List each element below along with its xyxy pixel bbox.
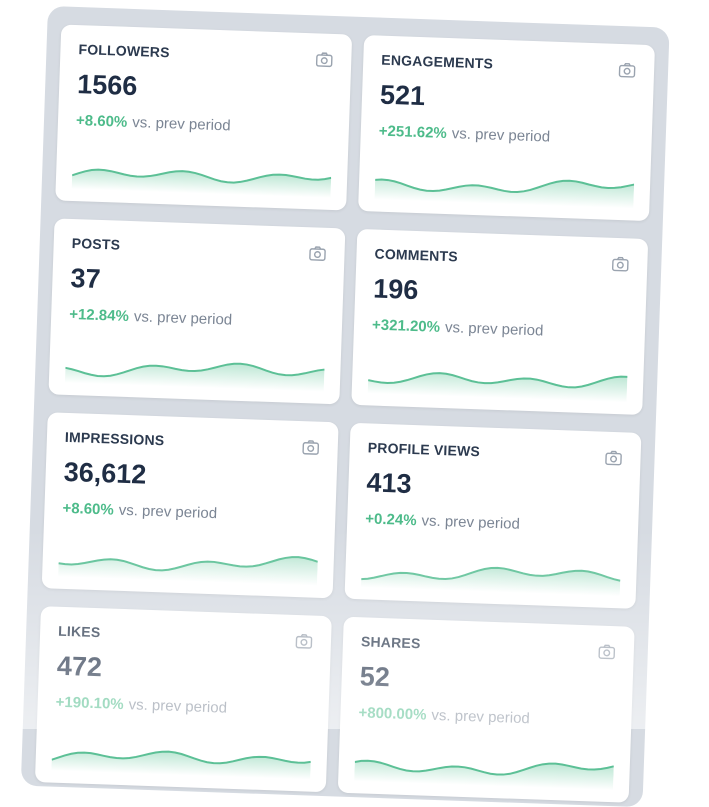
change-percent: +0.24% xyxy=(365,510,417,529)
metric-card: PROFILE VIEWS 413 +0.24%vs. prev period xyxy=(344,423,641,609)
metric-card: ENGAGEMENTS 521 +251.62%vs. prev period xyxy=(358,35,655,221)
change-row: +190.10%vs. prev period xyxy=(55,694,310,720)
change-row: +12.84% vs. prev period xyxy=(69,306,324,332)
metric-value: 36,612 xyxy=(63,457,319,497)
sparkline xyxy=(65,349,325,392)
metric-value: 413 xyxy=(366,467,622,507)
camera-icon[interactable] xyxy=(604,450,623,472)
change-percent: +12.84% xyxy=(69,306,129,325)
metric-card: SHARES 52 +800.00%vs. prev period xyxy=(338,617,635,803)
sparkline xyxy=(51,737,311,780)
metric-value: 521 xyxy=(380,80,636,120)
change-row: +251.62%vs. prev period xyxy=(379,123,634,149)
metric-value: 196 xyxy=(373,274,629,314)
sparkline xyxy=(374,166,634,209)
camera-icon[interactable] xyxy=(597,644,616,666)
camera-icon[interactable] xyxy=(611,256,630,278)
change-note: vs. prev period xyxy=(451,125,550,145)
camera-icon[interactable] xyxy=(315,51,334,73)
change-row: +800.00%vs. prev period xyxy=(358,704,613,730)
change-percent: +8.60% xyxy=(76,112,128,131)
change-percent: +800.00% xyxy=(358,704,427,723)
metric-label: POSTS xyxy=(71,235,326,260)
camera-icon[interactable] xyxy=(618,62,637,84)
metric-label: IMPRESSIONS xyxy=(65,429,320,454)
metric-label: SHARES xyxy=(361,633,616,658)
metric-label: LIKES xyxy=(58,623,313,648)
change-note: vs. prev period xyxy=(431,707,530,727)
metric-label: COMMENTS xyxy=(374,246,629,271)
change-row: +321.20%vs. prev period xyxy=(372,317,627,343)
sparkline xyxy=(72,155,332,198)
metric-label: PROFILE VIEWS xyxy=(368,439,623,464)
metric-label: ENGAGEMENTS xyxy=(381,52,636,77)
sparkline xyxy=(58,543,318,586)
metric-value: 1566 xyxy=(77,69,333,109)
metric-card: POSTS 37 +12.84% vs. prev period xyxy=(48,218,345,404)
change-note: vs. prev period xyxy=(128,696,227,716)
metric-label: FOLLOWERS xyxy=(78,41,333,66)
metric-card: IMPRESSIONS 36,612 +8.60%vs. prev period xyxy=(42,412,339,598)
metric-value: 472 xyxy=(56,651,312,691)
change-note: vs. prev period xyxy=(445,319,544,339)
change-note: vs. prev period xyxy=(421,512,520,532)
change-row: +8.60%vs. prev period xyxy=(76,112,331,138)
change-percent: +190.10% xyxy=(55,694,124,713)
camera-icon[interactable] xyxy=(295,633,314,655)
change-row: +8.60%vs. prev period xyxy=(62,500,317,526)
metric-value: 37 xyxy=(70,263,326,303)
camera-icon[interactable] xyxy=(301,439,320,461)
change-percent: +251.62% xyxy=(379,123,448,142)
sparkline xyxy=(368,359,628,402)
metric-card: COMMENTS 196 +321.20%vs. prev period xyxy=(351,229,648,415)
change-row: +0.24%vs. prev period xyxy=(365,510,620,536)
metric-card: FOLLOWERS 1566 +8.60%vs. prev period xyxy=(55,24,352,210)
sparkline xyxy=(361,553,621,596)
camera-icon[interactable] xyxy=(308,245,327,267)
change-note: vs. prev period xyxy=(132,114,231,134)
metric-value: 52 xyxy=(359,661,615,701)
change-note: vs. prev period xyxy=(134,308,233,328)
change-note: vs. prev period xyxy=(118,502,217,522)
change-percent: +321.20% xyxy=(372,317,441,336)
sparkline xyxy=(354,747,614,790)
change-percent: +8.60% xyxy=(62,500,114,519)
metric-card: LIKES 472 +190.10%vs. prev period xyxy=(35,606,332,792)
